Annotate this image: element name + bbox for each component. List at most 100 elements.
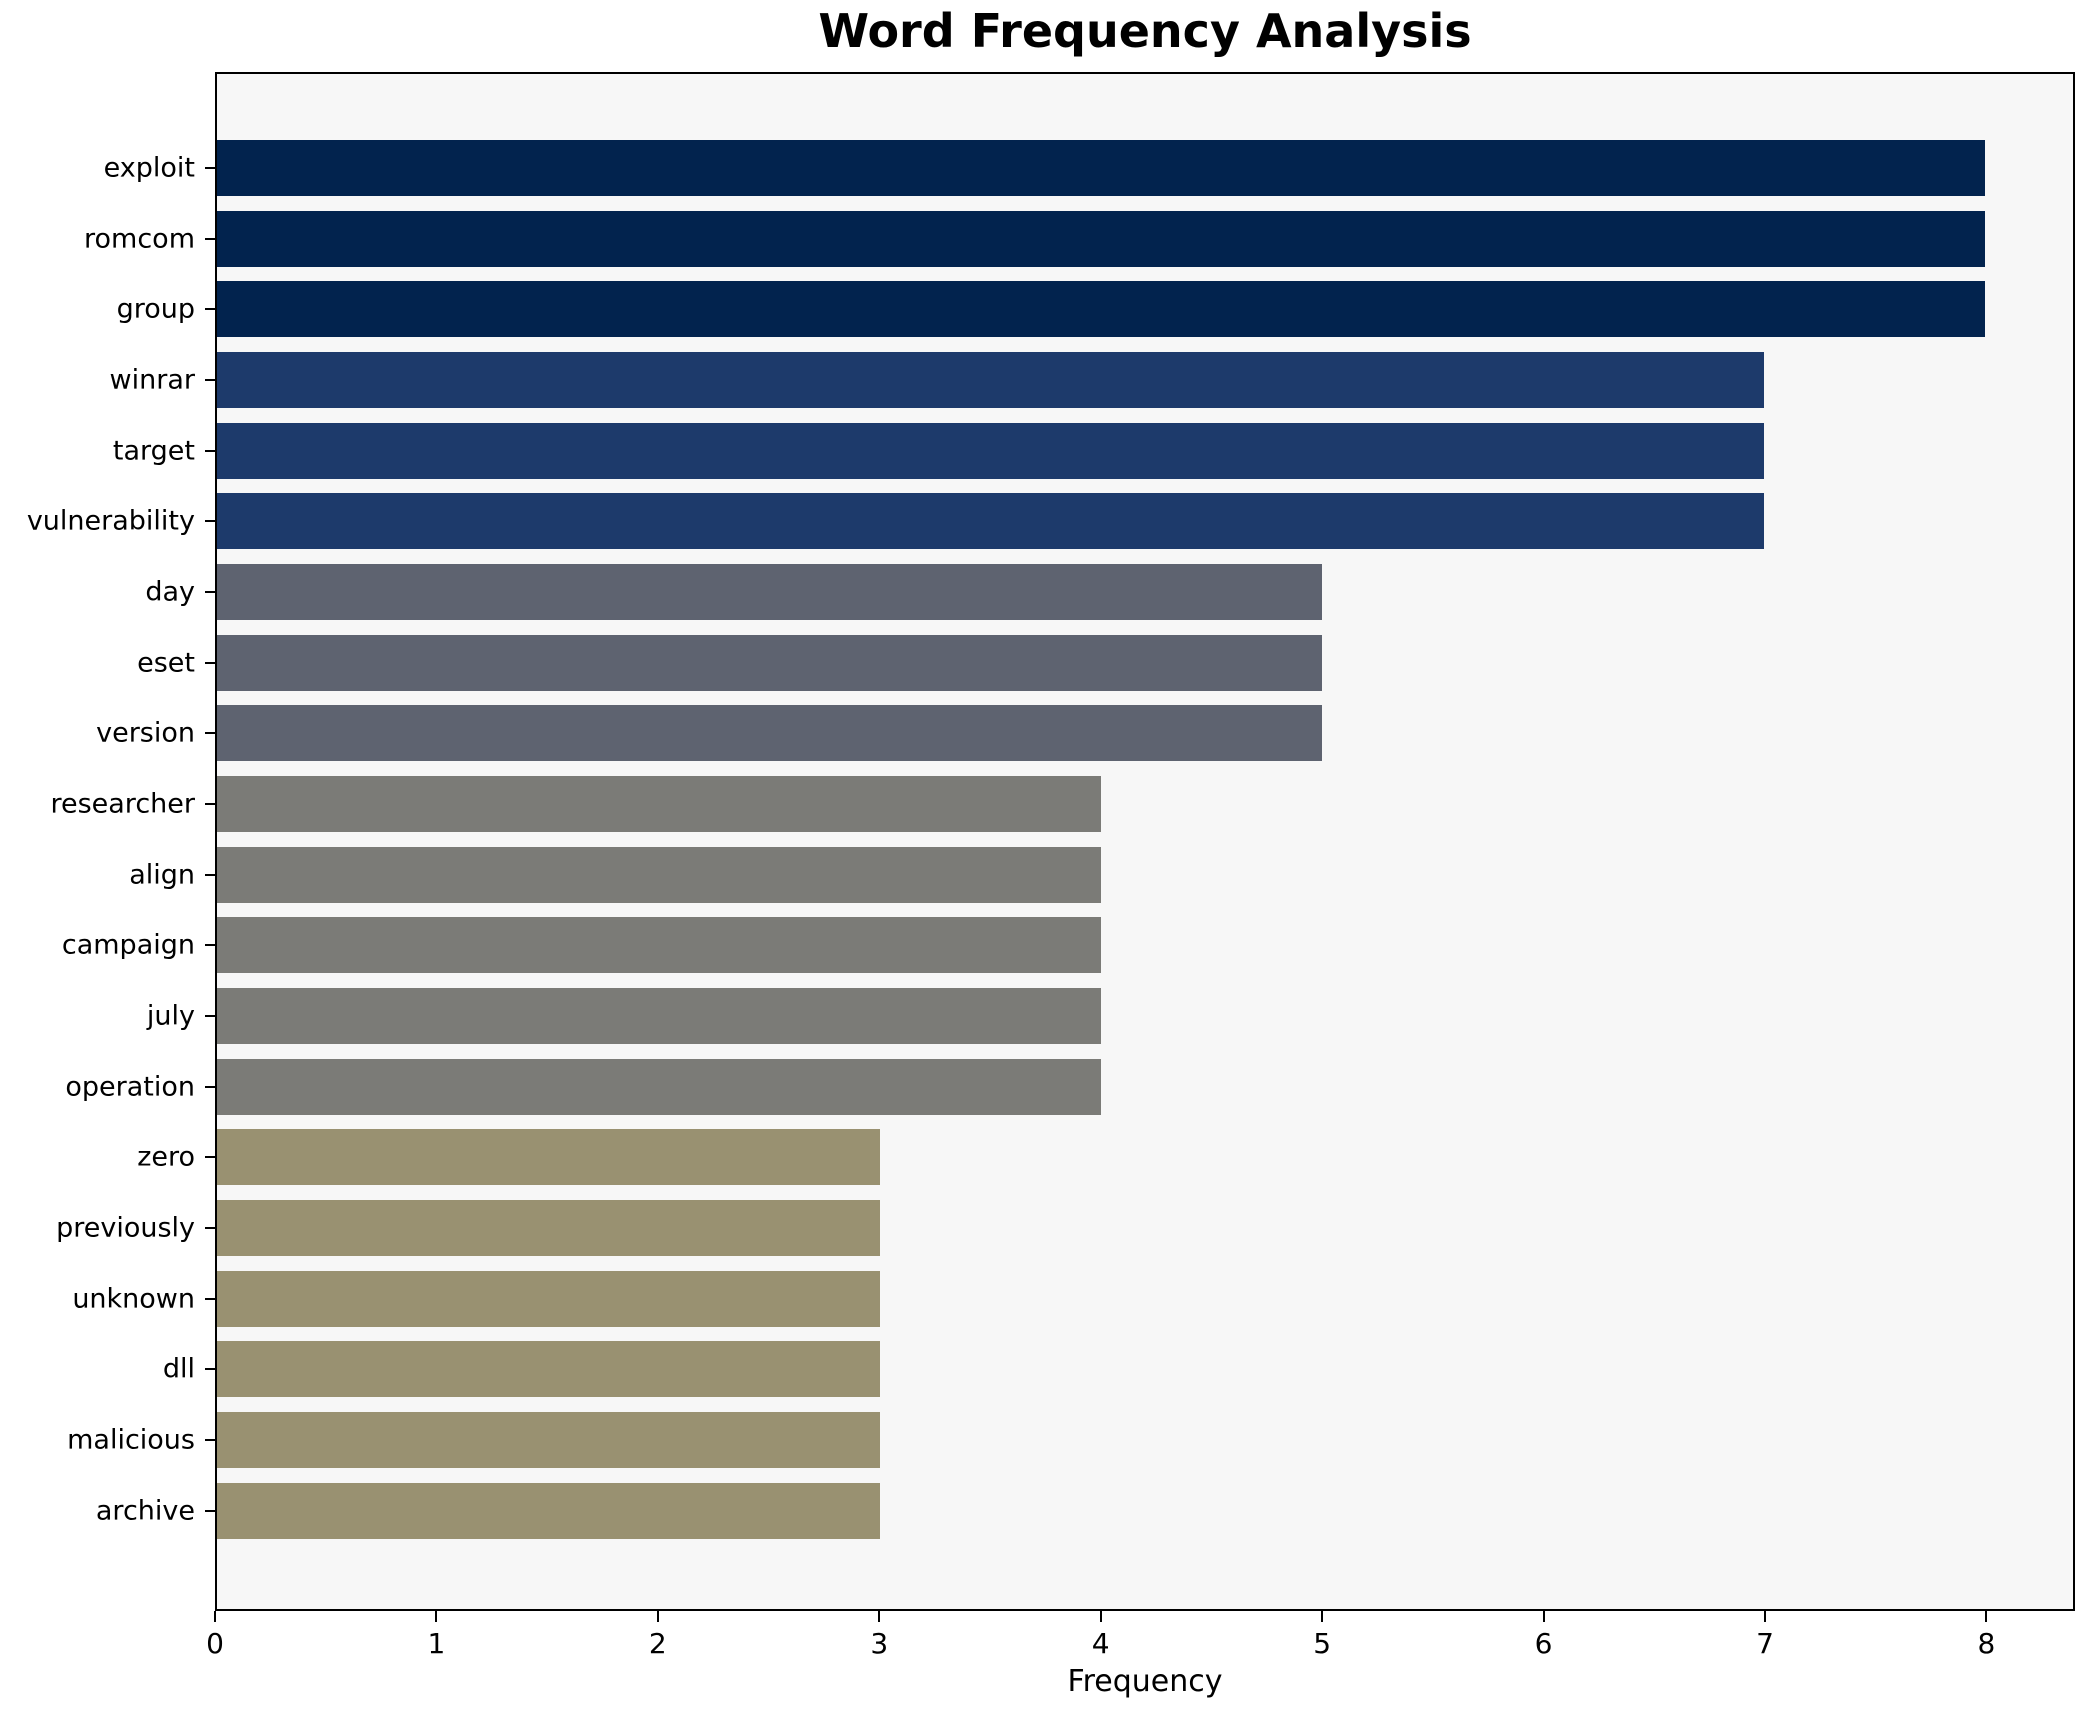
bar bbox=[217, 564, 1322, 621]
y-tick-mark bbox=[205, 1439, 217, 1442]
y-tick-mark bbox=[205, 167, 217, 169]
bar-row: vulnerability bbox=[27, 493, 2073, 550]
bar bbox=[217, 705, 1322, 762]
category-label: align bbox=[129, 859, 195, 891]
category-label: vulnerability bbox=[26, 505, 195, 537]
x-tick-mark bbox=[214, 1611, 216, 1622]
bar bbox=[217, 1341, 880, 1398]
x-tick-mark bbox=[435, 1611, 438, 1622]
category-label: campaign bbox=[61, 929, 195, 961]
x-tick-label: 6 bbox=[1534, 1627, 1553, 1660]
y-tick-mark bbox=[205, 1085, 217, 1088]
bar-row: july bbox=[147, 988, 2073, 1045]
category-label: operation bbox=[65, 1071, 195, 1103]
bar bbox=[217, 1129, 880, 1186]
x-tick-mark bbox=[656, 1611, 659, 1622]
x-tick-label: 3 bbox=[870, 1627, 889, 1660]
bar-row: zero bbox=[137, 1129, 2073, 1186]
bar bbox=[217, 281, 1985, 338]
category-label: researcher bbox=[50, 788, 195, 820]
y-tick-mark bbox=[205, 873, 217, 876]
category-label: dll bbox=[162, 1353, 195, 1385]
category-label: archive bbox=[95, 1495, 195, 1527]
bar bbox=[217, 846, 1101, 903]
x-tick-label: 4 bbox=[1091, 1627, 1110, 1660]
x-axis-title: Frequency bbox=[1067, 1664, 1223, 1699]
chart-title: Word Frequency Analysis bbox=[818, 4, 1472, 58]
y-tick-mark bbox=[205, 379, 217, 382]
category-label: july bbox=[146, 1000, 195, 1032]
category-label: zero bbox=[137, 1141, 195, 1173]
category-label: previously bbox=[56, 1212, 195, 1244]
bar bbox=[217, 1200, 880, 1257]
y-tick-mark bbox=[205, 1509, 217, 1512]
category-label: group bbox=[116, 293, 195, 325]
y-tick-mark bbox=[205, 944, 217, 947]
bar bbox=[217, 1058, 1101, 1115]
bar-row: unknown bbox=[72, 1270, 2073, 1327]
bar bbox=[217, 422, 1764, 479]
bar bbox=[217, 1482, 880, 1539]
category-label: eset bbox=[137, 647, 195, 679]
bar-row: dll bbox=[163, 1341, 2073, 1398]
bar bbox=[217, 1412, 880, 1469]
y-tick-mark bbox=[205, 1227, 217, 1230]
bar bbox=[217, 140, 1985, 196]
bar-row: eset bbox=[137, 634, 2073, 691]
x-tick-mark bbox=[1099, 1611, 1102, 1622]
bar bbox=[217, 776, 1101, 833]
x-tick-mark bbox=[1764, 1611, 1766, 1622]
plot-area: exploit romcom group winrar target vulnerabil… bbox=[27, 72, 2075, 1611]
bar-row: operation bbox=[65, 1058, 2073, 1115]
category-label: unknown bbox=[72, 1283, 195, 1315]
bar-row: exploit bbox=[104, 140, 2073, 196]
bar-row: archive bbox=[96, 1482, 2073, 1539]
bar-rows-container: exploit romcom group winrar target vulnerabil… bbox=[27, 74, 2073, 1609]
bar-row: researcher bbox=[50, 776, 2073, 833]
bar bbox=[217, 493, 1764, 550]
y-tick-mark bbox=[205, 591, 217, 594]
y-tick-mark bbox=[205, 520, 217, 523]
bar-row: group bbox=[117, 281, 2073, 338]
x-tick-mark bbox=[878, 1611, 881, 1622]
category-label: exploit bbox=[103, 152, 195, 184]
x-tick-label: 7 bbox=[1756, 1627, 1774, 1660]
bar bbox=[217, 352, 1764, 409]
x-tick-label: 2 bbox=[648, 1627, 667, 1660]
x-tick-label: 0 bbox=[206, 1627, 224, 1660]
category-label: malicious bbox=[67, 1424, 195, 1456]
bar bbox=[217, 1270, 880, 1327]
bar-row: version bbox=[96, 705, 2073, 762]
y-tick-mark bbox=[205, 237, 217, 240]
x-tick-mark bbox=[1985, 1611, 1988, 1622]
bar bbox=[217, 634, 1322, 691]
y-tick-mark bbox=[205, 449, 217, 452]
category-label: day bbox=[145, 576, 195, 608]
bar bbox=[217, 988, 1101, 1045]
bar-row: romcom bbox=[84, 210, 2073, 267]
y-tick-mark bbox=[205, 732, 217, 735]
y-tick-mark bbox=[205, 1368, 217, 1371]
x-axis: 0 1 2 3 4 5 6 7 8 bbox=[206, 1611, 2075, 1711]
bar-row: align bbox=[129, 846, 2073, 903]
category-label: version bbox=[96, 717, 195, 749]
y-tick-mark bbox=[205, 803, 217, 806]
bar-row: previously bbox=[56, 1200, 2073, 1257]
y-tick-mark bbox=[205, 1015, 217, 1018]
category-label: winrar bbox=[109, 364, 195, 396]
bar bbox=[217, 917, 1101, 974]
x-tick-label: 8 bbox=[1977, 1627, 1996, 1660]
x-tick-label: 5 bbox=[1313, 1627, 1332, 1660]
x-tick-mark bbox=[1321, 1611, 1324, 1622]
bar-row: malicious bbox=[67, 1412, 2073, 1469]
x-tick-label: 1 bbox=[427, 1627, 446, 1660]
bar-row: campaign bbox=[62, 917, 2073, 974]
category-label: romcom bbox=[84, 223, 195, 255]
bar-row: day bbox=[145, 564, 2073, 621]
bar bbox=[217, 210, 1985, 267]
category-label: target bbox=[112, 435, 195, 467]
y-tick-mark bbox=[205, 1297, 217, 1300]
y-tick-mark bbox=[205, 1156, 217, 1159]
y-tick-mark bbox=[205, 308, 217, 311]
